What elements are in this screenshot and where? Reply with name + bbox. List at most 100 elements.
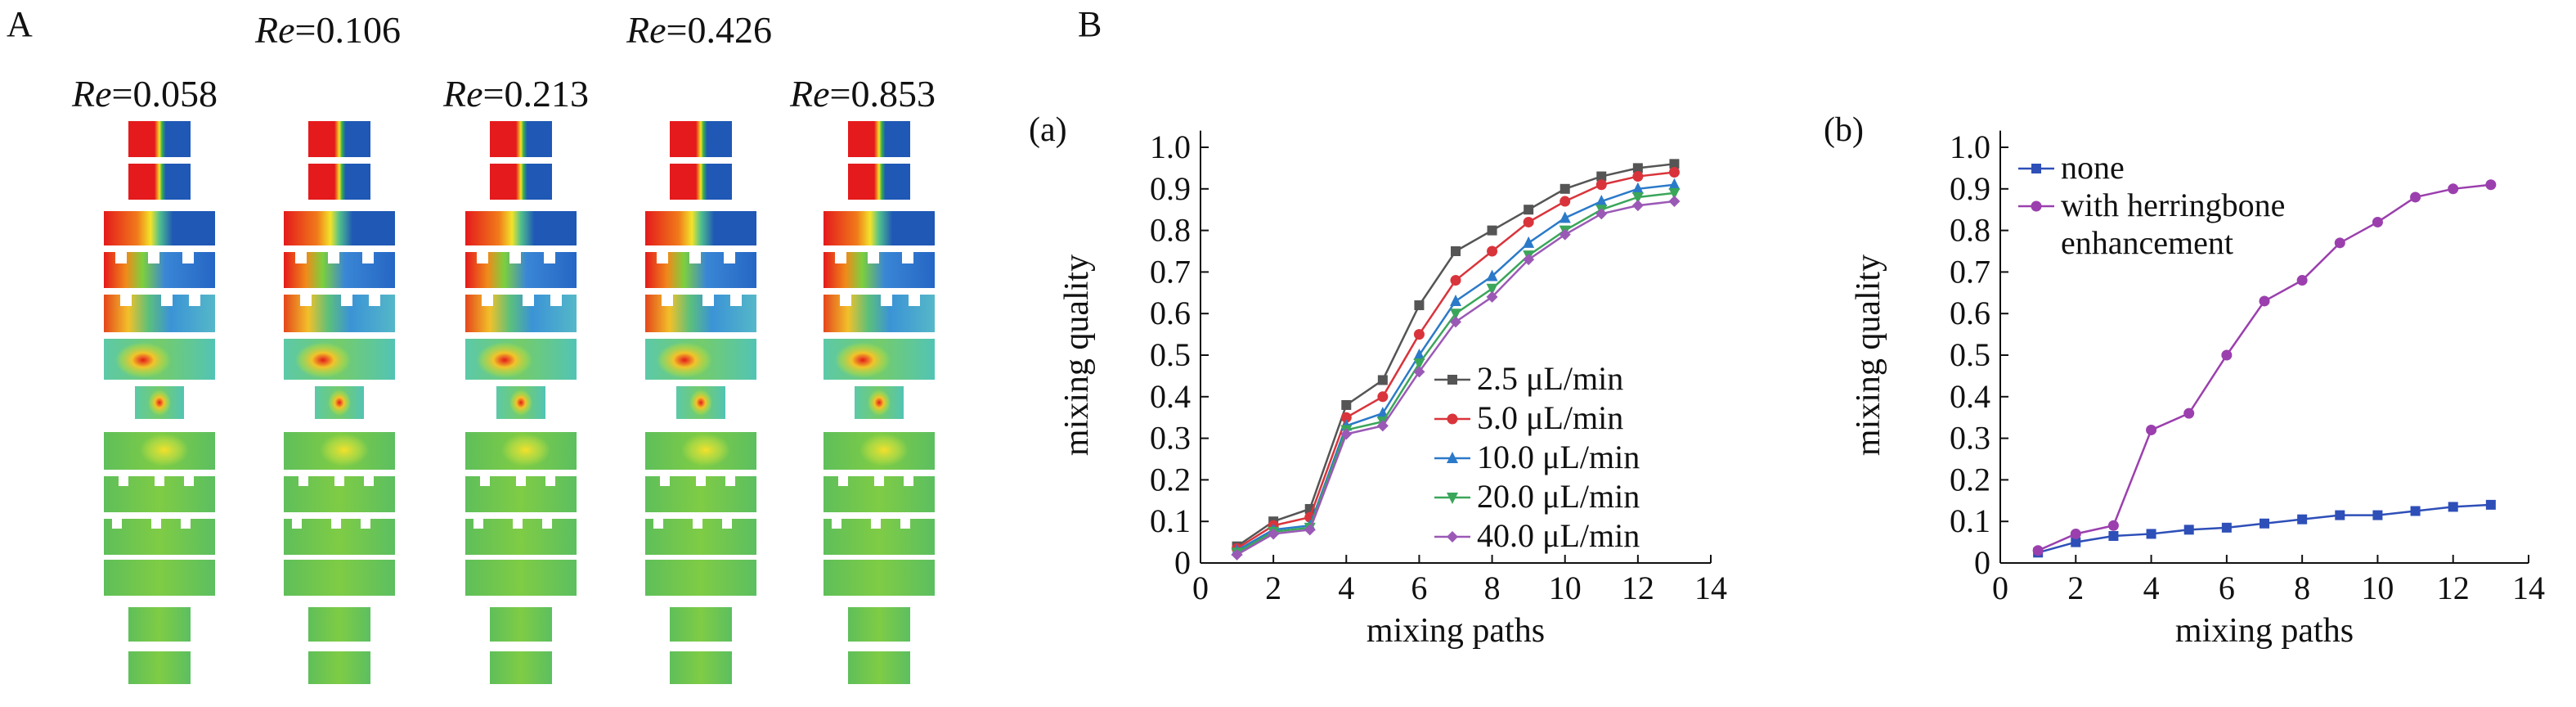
simulation-contour-columns	[104, 121, 935, 684]
x-tick-label: 14	[2512, 570, 2545, 606]
data-point	[1450, 275, 1461, 286]
mixing-row	[465, 211, 577, 245]
y-tick-label: 0.1	[1950, 502, 1990, 539]
data-point	[1596, 171, 1607, 182]
inlet-block	[128, 121, 191, 157]
mixing-row	[465, 560, 577, 596]
legend-swatch-marker	[1447, 531, 1458, 543]
data-point	[2071, 537, 2081, 547]
data-point	[1560, 183, 1570, 194]
legend-item: 20.0 μL/min	[1434, 478, 1640, 515]
data-point	[1524, 205, 1534, 215]
data-point	[1268, 528, 1280, 540]
x-tick-label: 6	[1411, 570, 1427, 606]
y-tick-label: 0.9	[1150, 170, 1191, 207]
series-line	[2037, 503, 2491, 554]
data-point	[1669, 159, 1680, 169]
mixing-row	[284, 211, 395, 245]
legend-label: 10.0 μL/min	[1477, 439, 1640, 475]
data-point	[2485, 179, 2497, 191]
data-point	[1668, 187, 1681, 200]
re-label-0213: Re=0.213	[443, 73, 589, 115]
contour-column-3	[465, 121, 577, 684]
legend-swatch-marker	[1447, 413, 1458, 425]
inlet-block	[670, 121, 732, 157]
mixing-row	[104, 560, 215, 596]
x-axis-title: mixing paths	[2175, 612, 2354, 650]
y-tick-label: 0.4	[1950, 378, 1990, 415]
x-tick-label: 14	[1694, 570, 1727, 606]
data-point	[1231, 548, 1243, 561]
data-point	[2146, 424, 2157, 435]
panel-b-label: B	[1078, 4, 1102, 44]
y-tick-label: 0	[1974, 544, 1990, 581]
data-point	[1631, 182, 1644, 194]
data-point	[2032, 545, 2044, 556]
mixing-row	[824, 560, 935, 596]
inlet-block	[308, 164, 370, 200]
y-tick-label: 0.6	[1150, 295, 1191, 331]
series-5	[1231, 196, 1681, 561]
data-point	[2297, 514, 2308, 525]
legend-item: 2.5 μL/min	[1434, 360, 1623, 397]
data-point	[1595, 179, 1607, 191]
x-tick-label: 0	[1992, 570, 2008, 606]
y-tick-label: 0.8	[1150, 212, 1191, 249]
contour-column-1	[104, 121, 215, 684]
mixing-row	[645, 211, 756, 245]
outlet-block	[308, 607, 370, 642]
mixing-row	[104, 211, 215, 245]
y-tick-label: 0.3	[1950, 420, 1990, 457]
data-point	[1668, 178, 1681, 190]
data-point	[2183, 525, 2194, 535]
data-point	[1595, 208, 1608, 220]
data-point	[1632, 163, 1643, 173]
data-point	[1413, 349, 1425, 360]
mixing-row	[284, 560, 395, 596]
data-point	[1559, 211, 1571, 223]
legend-swatch-marker	[1447, 375, 1457, 385]
data-point	[2108, 530, 2119, 541]
legend-label: 2.5 μL/min	[1477, 360, 1623, 397]
data-point	[2259, 295, 2270, 307]
mixing-quality-chart-a: (a)0 2 4 6 8 10 12 1400.10.20.30.40.50.60.70.80…	[1029, 111, 1727, 650]
outlet-block	[848, 651, 910, 684]
re-label-0058: Re=0.058	[72, 73, 218, 115]
data-point	[2221, 349, 2233, 361]
data-point	[2372, 216, 2383, 227]
series-2	[2032, 179, 2497, 556]
data-point	[1304, 524, 1316, 536]
data-point	[1486, 269, 1498, 281]
re-label-0853: Re=0.853	[790, 73, 936, 115]
data-point	[2107, 520, 2119, 531]
x-tick-label: 12	[1622, 570, 1654, 606]
outlet-block	[670, 607, 732, 642]
contour-column-5	[824, 121, 935, 684]
legend-label: with herringbone	[2061, 187, 2285, 223]
outlet-block	[848, 607, 910, 642]
inlet-block	[848, 121, 910, 157]
inlet-block	[848, 164, 910, 200]
x-tick-label: 2	[2067, 570, 2084, 606]
re-label-0426: Re=0.426	[626, 9, 772, 51]
legend-item: none	[2018, 149, 2125, 186]
legend-item: 40.0 μL/min	[1434, 517, 1640, 554]
data-point	[1450, 316, 1461, 328]
data-point	[1486, 283, 1498, 295]
data-point	[1451, 246, 1461, 256]
legend-item: 10.0 μL/min	[1434, 439, 1640, 475]
y-axis-title: mixing quality	[1850, 254, 1887, 456]
data-point	[1450, 308, 1461, 321]
x-tick-label: 8	[1484, 570, 1501, 606]
contour-column-2	[284, 121, 395, 684]
mixing-row	[824, 211, 935, 245]
panel-a-label: A	[7, 4, 33, 44]
x-tick-label: 0	[1192, 570, 1209, 606]
inlet-block	[128, 164, 191, 200]
data-point	[2335, 510, 2345, 520]
outlet-block	[128, 651, 191, 684]
mixing-row	[645, 560, 756, 596]
x-tick-label: 4	[2143, 570, 2160, 606]
x-tick-label: 10	[1549, 570, 1582, 606]
